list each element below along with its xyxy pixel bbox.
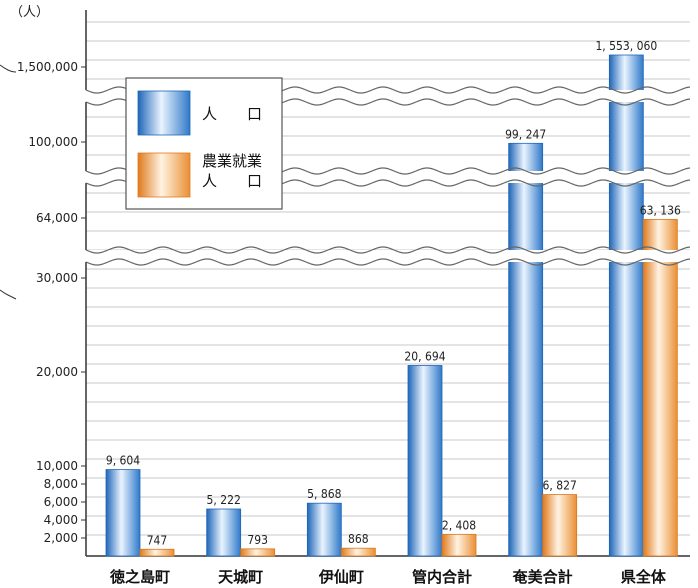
x-category-label: 天城町 bbox=[218, 568, 263, 586]
y-tick-label: 30,000 bbox=[36, 271, 78, 285]
axis-break-wave bbox=[85, 246, 691, 254]
y-tick-label: 8,000 bbox=[44, 477, 78, 491]
bar-value-label: 2, 408 bbox=[442, 518, 476, 532]
axis-break-mark bbox=[0, 289, 17, 300]
axis-break-marks bbox=[0, 64, 691, 300]
axis-break-wave bbox=[85, 258, 691, 266]
y-ticks: 2,000 4,000 6,000 8,000 10,000 20,000 30,000 64… bbox=[17, 60, 86, 545]
bar-farm-population bbox=[542, 494, 578, 557]
y-tick-label: 2,000 bbox=[44, 531, 78, 545]
bar-farm-population bbox=[139, 548, 175, 557]
bar-population bbox=[608, 54, 644, 557]
bar-value-label: 20, 694 bbox=[404, 349, 445, 363]
axis-break-mark bbox=[0, 64, 17, 73]
legend-label-farm-population-line2: 人 口 bbox=[202, 172, 262, 190]
bar-value-label: 1, 553, 060 bbox=[595, 39, 657, 53]
bar-value-label: 868 bbox=[348, 532, 369, 546]
category-labels: 徳之島町 天城町 伊仙町 管内合計 奄美合計 県全体 bbox=[109, 568, 667, 586]
y-tick-label: 20,000 bbox=[36, 365, 78, 379]
y-tick-label: 4,000 bbox=[44, 513, 78, 527]
bar-value-label: 747 bbox=[147, 533, 168, 547]
bar-population bbox=[508, 142, 544, 557]
bar-population bbox=[407, 365, 443, 557]
bar-population bbox=[306, 502, 342, 557]
x-category-label: 伊仙町 bbox=[318, 568, 364, 586]
legend-label-farm-population-line1: 農業就業 bbox=[202, 152, 262, 170]
bar-farm-population bbox=[441, 533, 477, 557]
bars: 9, 604 747 5, 222 793 5, 868 868 20, 694 2, 408… bbox=[105, 39, 681, 557]
y-tick-label: 1,500,000 bbox=[17, 60, 78, 74]
x-category-label: 県全体 bbox=[621, 568, 667, 586]
y-tick-label: 6,000 bbox=[44, 495, 78, 509]
bar-value-label: 99, 247 bbox=[505, 127, 546, 141]
bar-farm-population bbox=[240, 548, 276, 557]
bar-value-label: 5, 868 bbox=[307, 487, 341, 501]
bar-value-label: 9, 604 bbox=[106, 454, 140, 468]
y-unit-label: （人） bbox=[10, 5, 49, 20]
y-tick-label: 10,000 bbox=[36, 459, 78, 473]
bar-value-label: 793 bbox=[247, 533, 268, 547]
legend-swatch-farm-population bbox=[137, 152, 191, 198]
bar-population bbox=[206, 508, 242, 557]
legend: 人 口 農業就業 人 口 bbox=[125, 77, 283, 210]
x-category-label: 管内合計 bbox=[412, 568, 472, 586]
x-category-label: 奄美合計 bbox=[512, 568, 573, 586]
bar-farm-population bbox=[340, 547, 376, 557]
x-category-label: 徳之島町 bbox=[109, 568, 170, 586]
legend-swatch-population bbox=[137, 90, 191, 136]
bar-value-label: 5, 222 bbox=[207, 493, 241, 507]
bar-population bbox=[105, 469, 141, 557]
bar-value-label: 6, 827 bbox=[543, 479, 577, 493]
y-tick-label: 100,000 bbox=[28, 135, 78, 149]
bar-value-label: 63, 136 bbox=[640, 203, 681, 217]
legend-label-population: 人 口 bbox=[202, 105, 262, 123]
y-tick-label: 64,000 bbox=[36, 211, 78, 225]
bar-farm-population bbox=[642, 218, 678, 557]
